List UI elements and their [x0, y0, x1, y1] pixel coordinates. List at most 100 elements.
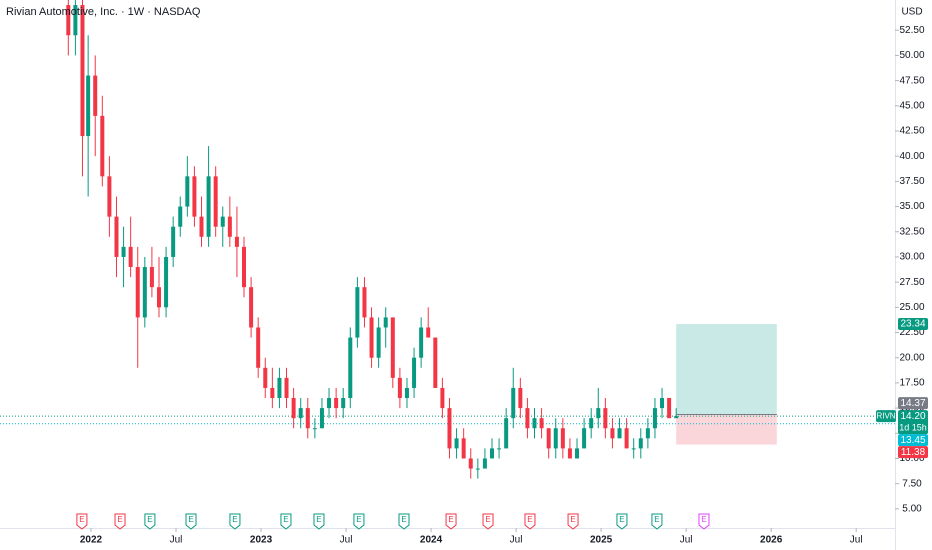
x-tick-label: Jul	[510, 535, 523, 546]
earnings-event: E	[482, 513, 494, 530]
candle-body	[475, 468, 480, 470]
candle-body	[249, 287, 254, 328]
earnings-label: E	[701, 515, 706, 524]
y-tick-label: 25.00	[899, 302, 924, 313]
candle-body	[397, 377, 402, 399]
candle-body	[149, 267, 154, 288]
y-tick-label: 7.50	[902, 478, 922, 489]
earnings-event: E	[280, 513, 292, 530]
candle-body	[560, 428, 565, 449]
earnings-flag	[698, 513, 710, 530]
y-tick-label: 42.50	[899, 126, 924, 137]
candle-body	[362, 287, 367, 318]
candle-body	[489, 448, 494, 459]
candle-body	[539, 418, 544, 429]
earnings-label: E	[117, 515, 122, 524]
y-tick-label: 35.00	[899, 201, 924, 212]
candle-body	[603, 408, 608, 429]
y-tick-label: 45.00	[899, 100, 924, 111]
candle-body	[468, 458, 473, 469]
price-badge	[898, 318, 928, 331]
candle-body	[546, 428, 551, 449]
earnings-flag	[482, 513, 494, 530]
candle-body	[121, 246, 126, 257]
earnings-event: E	[524, 513, 536, 530]
candle-body	[128, 246, 133, 268]
earnings-event: E	[616, 513, 628, 530]
y-tick-label: 30.00	[899, 252, 924, 263]
candle-body	[66, 5, 71, 36]
profit-zone	[676, 324, 777, 415]
earnings-label: E	[401, 515, 406, 524]
earnings-label: E	[283, 515, 288, 524]
candle-body	[227, 216, 232, 237]
candle-body	[447, 408, 452, 449]
price-badge-label: 13.45	[900, 435, 925, 446]
earnings-label: E	[147, 515, 152, 524]
y-tick-label: 32.50	[899, 226, 924, 237]
earnings-flag	[524, 513, 536, 530]
candle-body	[412, 357, 417, 388]
candle-body	[100, 115, 105, 177]
candle-body	[73, 5, 78, 36]
earnings-label: E	[485, 515, 490, 524]
candle-body	[369, 317, 374, 358]
candle-body	[242, 246, 247, 288]
earnings-flag	[185, 513, 197, 530]
candle-body	[206, 176, 211, 237]
loss-zone	[676, 414, 777, 445]
earnings-event: E	[76, 513, 88, 530]
y-tick-label: 50.00	[899, 50, 924, 61]
earnings-label: E	[356, 515, 361, 524]
candle-body	[256, 327, 261, 368]
chart-title: Rivian Automotive, Inc. · 1W · NASDAQ	[6, 6, 201, 18]
earnings-flag	[567, 513, 579, 530]
candle-body	[376, 327, 381, 358]
countdown: 1d 15h	[899, 423, 927, 433]
y-tick-label: 5.00	[902, 503, 922, 514]
earnings-label: E	[527, 515, 532, 524]
earnings-event: E	[144, 513, 156, 530]
candle-body	[461, 438, 466, 459]
candle-body	[617, 428, 622, 439]
candle-body	[582, 428, 587, 449]
candle-body	[532, 418, 537, 429]
candle-body	[341, 398, 346, 409]
candle-body	[390, 317, 395, 378]
earnings-label: E	[188, 515, 193, 524]
candle-body	[482, 458, 487, 469]
earnings-event: E	[567, 513, 579, 530]
earnings-event: E	[651, 513, 663, 530]
price-badge-label: 23.34	[900, 319, 925, 330]
candle-body	[93, 75, 98, 116]
candle-body	[518, 387, 523, 409]
earnings-event: E	[445, 513, 457, 530]
earnings-flag	[76, 513, 88, 530]
candle-body	[553, 428, 558, 449]
candle-body	[178, 206, 183, 227]
candle-body	[511, 387, 516, 419]
y-tick-label: 17.50	[899, 378, 924, 389]
candle-body	[674, 416, 679, 419]
earnings-label: E	[232, 515, 237, 524]
earnings-label: E	[570, 515, 575, 524]
earnings-event: E	[353, 513, 365, 530]
earnings-event: E	[185, 513, 197, 530]
earnings-flag	[398, 513, 410, 530]
candle-body	[327, 398, 332, 409]
candle-body	[192, 176, 197, 217]
candle-body	[199, 216, 204, 237]
candle-body	[638, 438, 643, 449]
y-tick-label: 37.50	[899, 176, 924, 187]
candle-body	[383, 317, 388, 328]
price-badge-label: 14.20	[900, 411, 925, 422]
price-badge-label: 14.37	[900, 398, 925, 409]
earnings-label: E	[619, 515, 624, 524]
price-badge	[898, 434, 928, 447]
candle-body	[213, 176, 218, 227]
x-tick-label: 2025	[590, 535, 613, 546]
candle-body	[220, 216, 225, 227]
x-tick-label: 2024	[420, 535, 443, 546]
